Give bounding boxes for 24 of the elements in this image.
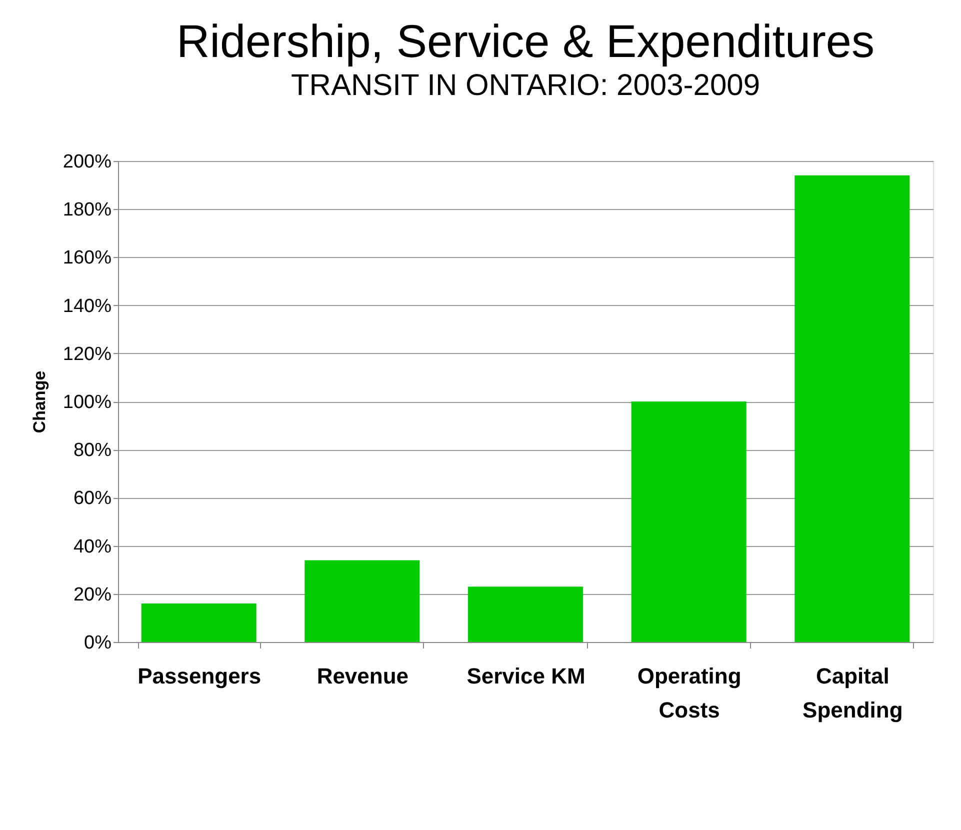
x-tick-label: Operating Costs bbox=[637, 664, 742, 722]
y-tick-label: 200% bbox=[62, 152, 112, 172]
y-tick-label: 120% bbox=[62, 344, 112, 365]
y-axis-title: Change bbox=[30, 370, 49, 434]
x-tick-label: Capital Spending bbox=[802, 664, 903, 722]
y-tick-label: 40% bbox=[73, 536, 112, 558]
y-tick-label: 140% bbox=[62, 296, 112, 317]
chart-subtitle: TRANSIT IN ONTARIO: 2003-2009 bbox=[290, 69, 760, 102]
x-tick-label: Revenue bbox=[316, 664, 409, 688]
chart-title: Ridership, Service & Expenditures bbox=[176, 15, 874, 67]
y-tick-label: 20% bbox=[73, 584, 112, 606]
y-tick-label: 180% bbox=[62, 200, 112, 221]
bar bbox=[631, 402, 746, 642]
x-tick-label: Passengers bbox=[138, 664, 262, 688]
x-tick-label: Service KM bbox=[466, 664, 586, 688]
bar bbox=[794, 175, 910, 642]
bar bbox=[468, 586, 583, 642]
y-tick-label: 100% bbox=[62, 392, 112, 413]
y-tick-label: 0% bbox=[84, 632, 112, 654]
bar bbox=[141, 604, 256, 642]
y-tick-label: 160% bbox=[62, 248, 112, 269]
y-tick-label: 60% bbox=[73, 488, 112, 510]
bar bbox=[304, 560, 420, 642]
y-tick-label: 80% bbox=[73, 440, 112, 462]
